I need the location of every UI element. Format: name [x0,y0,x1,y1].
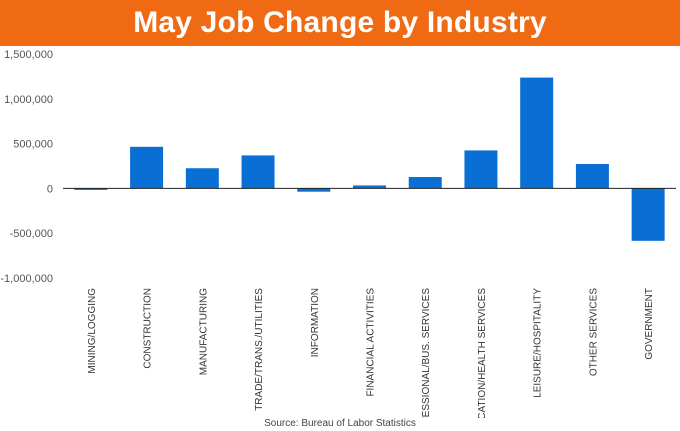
chart-title: May Job Change by Industry [133,6,547,39]
source-note: Source: Bureau of Labor Statistics [264,418,416,429]
bar [575,164,609,189]
bars [74,77,665,241]
bar [464,150,498,189]
bar [130,146,164,189]
bar [185,168,219,189]
y-tick-label: 0 [47,183,53,195]
category-label: INFORMATION [310,288,321,357]
category-labels: MINING/LOGGING CONSTRUCTION MANUFACTURING T… [87,288,655,418]
bar [241,155,275,189]
category-label: EDUCATION/HEALTH SERVICES [477,288,488,418]
category-label: TRADE/TRANS./UTILITIES [254,288,265,411]
category-label: OTHER SERVICES [588,288,599,376]
bar-chart: 1,500,000 1,000,000 500,000 0 -500,000 -1,000… [0,49,676,418]
category-label: GOVERNMENT [644,288,655,360]
category-label: MINING/LOGGING [87,288,98,374]
y-tick-label: -1,000,000 [0,273,53,285]
bar [353,185,386,189]
y-tick-label: 500,000 [13,139,53,151]
y-tick-label: 1,000,000 [4,94,53,106]
y-axis-ticks: 1,500,000 1,000,000 500,000 0 -500,000 -1,000… [0,49,53,285]
category-label: LEISURE/HOSPITALITY [533,288,544,398]
y-tick-label: -500,000 [10,228,53,240]
category-label: CONSTRUCTION [143,288,154,369]
y-tick-label: 1,500,000 [4,49,53,61]
bar [520,77,554,189]
bar [631,188,665,241]
category-label: MANUFACTURING [198,288,209,375]
bar [74,188,108,190]
category-label: FINANCIAL ACTIVITIES [366,288,377,397]
category-label: PROFESSIONAL/BUS. SERVICES [421,288,432,418]
bar [297,188,331,192]
bar [408,177,442,189]
title-bar: May Job Change by Industry [0,0,680,46]
